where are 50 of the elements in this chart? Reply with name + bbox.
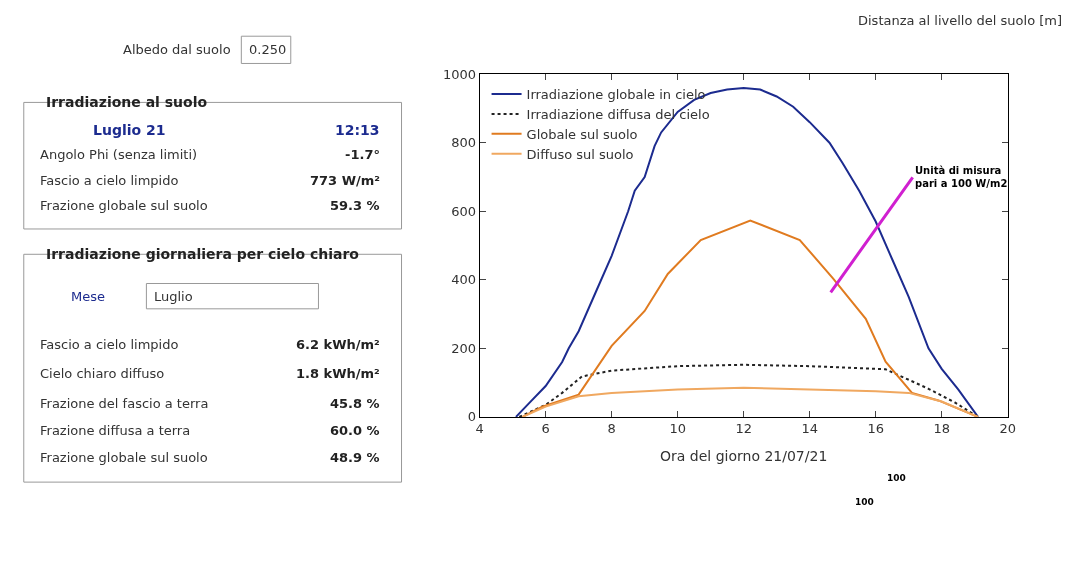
- x-tick-label: 10: [669, 421, 686, 437]
- y-tick-label: 1000: [442, 66, 477, 82]
- text: 59.3 %: [330, 198, 380, 213]
- text: 773 W/m²: [310, 173, 380, 188]
- text: Fascio a cielo limpido: [40, 337, 179, 352]
- text: Luglio 21: [93, 122, 166, 138]
- text: 60.0 %: [330, 423, 380, 438]
- legend-label: Irradiazione globale in cielo: [526, 87, 706, 103]
- y-tick-label: 600: [451, 203, 477, 219]
- x-tick-label: 14: [801, 421, 818, 437]
- x-tick-label: 20: [999, 421, 1016, 437]
- text: Frazione globale sul suolo: [40, 450, 208, 465]
- text: 100: [855, 497, 874, 507]
- text: Frazione del fascio a terra: [40, 396, 209, 411]
- text: 48.9 %: [330, 450, 380, 465]
- x-tick-label: 18: [933, 421, 950, 437]
- x-tick-label: 6: [541, 421, 550, 437]
- text: -1.7°: [345, 147, 380, 162]
- x-axis-title: Ora del giorno 21/07/21: [660, 447, 828, 464]
- legend-label: Irradiazione diffusa del cielo: [526, 106, 710, 122]
- text: Irradiazione al suolo: [46, 94, 208, 110]
- x-tick-label: 8: [607, 421, 616, 437]
- legend-label: Diffuso sul suolo: [526, 146, 634, 162]
- text: Cielo chiaro diffuso: [40, 366, 165, 381]
- y-tick-label: 800: [451, 135, 477, 151]
- text: Irradiazione giornaliera per cielo chiaro: [46, 246, 360, 262]
- legend-label: Globale sul suolo: [526, 126, 638, 142]
- text: Luglio: [154, 289, 193, 304]
- line-series: [521, 386, 979, 417]
- x-tick-label: 4: [475, 421, 484, 437]
- text: Angolo Phi (senza limiti): [40, 147, 198, 162]
- text: Albedo dal suolo: [123, 42, 231, 57]
- x-tick-label: 16: [867, 421, 884, 437]
- text: Fascio a cielo limpido: [40, 173, 179, 188]
- text: 0.250: [249, 42, 287, 57]
- y-tick-label: 400: [451, 272, 477, 288]
- text: 100: [887, 473, 906, 483]
- text: Mese: [71, 289, 105, 304]
- text: Distanza al livello del suolo [m]: [858, 13, 1063, 28]
- text: 6.2 kWh/m²: [296, 337, 380, 352]
- text: 1.8 kWh/m²: [296, 366, 380, 381]
- line-series: [518, 363, 979, 417]
- text: Frazione diffusa a terra: [40, 423, 191, 438]
- x-tick-label: 12: [735, 421, 752, 437]
- y-tick-label: 200: [451, 340, 477, 356]
- text: 45.8 %: [330, 396, 380, 411]
- y-tick-label: 0: [467, 409, 477, 425]
- annotation: Unità di misura pari a 100 W/m2: [915, 165, 1008, 189]
- text: 12:13: [335, 122, 380, 138]
- text: Frazione globale sul suolo: [40, 198, 208, 213]
